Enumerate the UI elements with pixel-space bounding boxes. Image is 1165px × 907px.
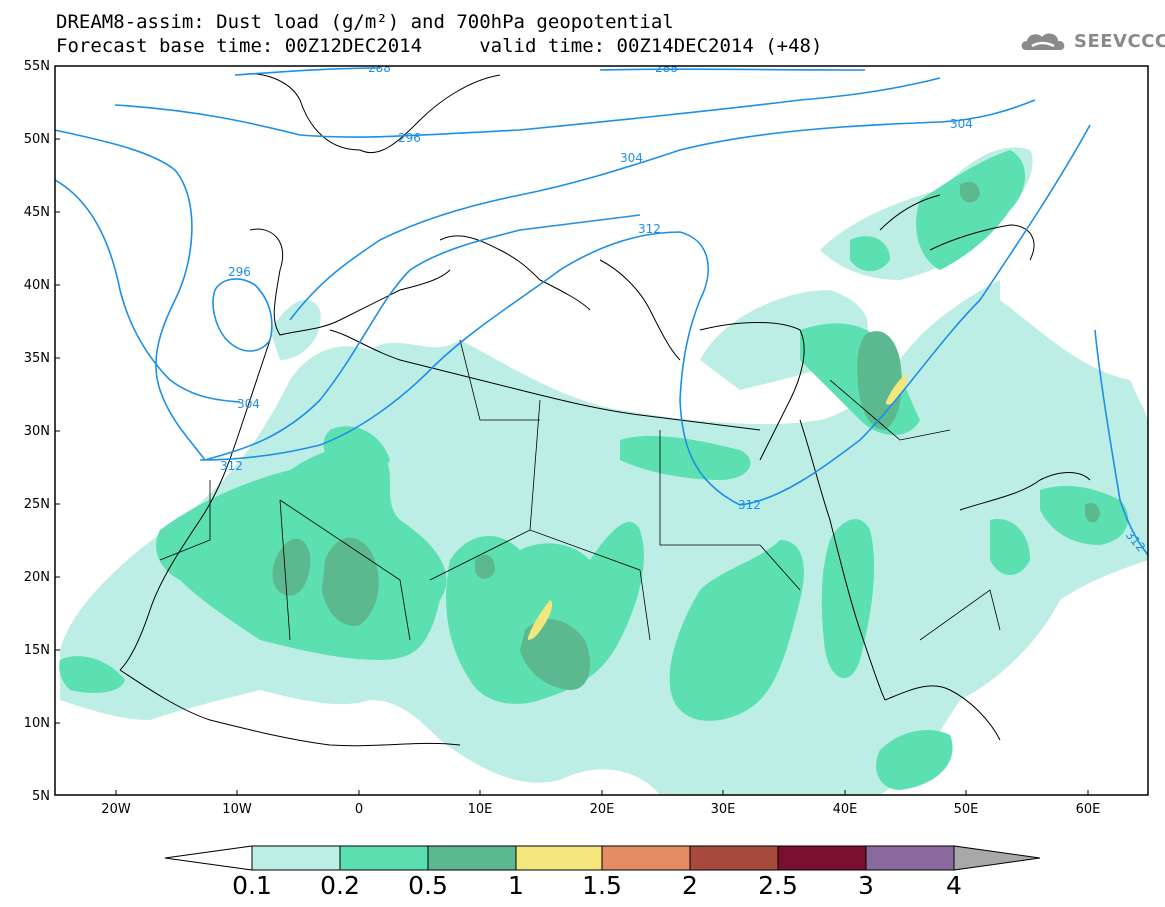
logo-text: SEEVCCC xyxy=(1074,30,1165,52)
coastlines xyxy=(119,73,1091,747)
lat-label: 5N xyxy=(32,789,50,804)
dust-field: 288 288 296 304 304 312 296 304 312 312 … xyxy=(55,61,1148,795)
colorbar-swatch xyxy=(427,845,517,871)
geopotential-contours xyxy=(55,67,1148,556)
seevccc-logo: SEEVCCC xyxy=(1018,28,1165,54)
chart-subtitle: Forecast base time: 00Z12DEC2014 valid t… xyxy=(56,35,823,57)
lat-label: 35N xyxy=(24,351,50,366)
lat-label: 55N xyxy=(24,59,50,74)
lon-label: 20E xyxy=(590,802,615,817)
dust-dark xyxy=(272,181,1100,690)
lat-label: 20N xyxy=(24,570,50,585)
country-borders xyxy=(159,339,1001,641)
contour-label: 304 xyxy=(950,117,973,131)
colorbar-label: 0.5 xyxy=(408,871,448,900)
lat-label: 40N xyxy=(24,278,50,293)
contour-label: 304 xyxy=(237,397,260,411)
lat-label: 15N xyxy=(24,643,50,658)
contour-label: 296 xyxy=(228,265,251,279)
contour-label: 312 xyxy=(638,222,661,236)
colorbar-label: 1 xyxy=(508,871,524,900)
lon-label: 50E xyxy=(954,802,979,817)
colorbar-arrow-low xyxy=(164,845,253,871)
lat-label: 45N xyxy=(24,205,50,220)
lon-label: 60E xyxy=(1076,802,1101,817)
contour-label: 288 xyxy=(655,61,678,75)
colorbar-label: 0.2 xyxy=(320,871,360,900)
colorbar-label: 2.5 xyxy=(758,871,798,900)
colorbar-swatch xyxy=(515,845,603,871)
colorbar-label: 3 xyxy=(858,871,874,900)
lat-label: 25N xyxy=(24,497,50,512)
lat-label: 30N xyxy=(24,424,50,439)
lat-axis: 55N 50N 45N 40N 35N 30N 25N 20N 15N 10N … xyxy=(24,59,50,804)
colorbar-swatch xyxy=(251,845,341,871)
colorbar-label: 0.1 xyxy=(232,871,272,900)
contour-label: 304 xyxy=(620,151,643,165)
contour-label: 312 xyxy=(220,459,243,473)
colorbar-swatch xyxy=(601,845,691,871)
lon-label: 40E xyxy=(833,802,858,817)
contour-label: 288 xyxy=(368,61,391,75)
lon-axis: 20W 10W 0 10E 20E 30E 40E 50E 60E xyxy=(101,802,1100,817)
colorbar-swatch xyxy=(339,845,429,871)
colorbar-swatch xyxy=(777,845,867,871)
colorbar-label: 2 xyxy=(682,871,698,900)
lon-label: 30E xyxy=(711,802,736,817)
contour-label: 312 xyxy=(738,498,761,512)
dust-high xyxy=(528,374,908,640)
lon-label: 10E xyxy=(468,802,493,817)
lat-label: 50N xyxy=(24,132,50,147)
lon-label: 10W xyxy=(222,802,252,817)
contour-label: 296 xyxy=(398,131,421,145)
colorbar xyxy=(164,845,1041,871)
lat-ticks xyxy=(55,138,1089,795)
colorbar-swatch xyxy=(689,845,779,871)
lat-label: 10N xyxy=(24,716,50,731)
colorbar-arrow-high xyxy=(953,845,1041,871)
colorbar-label: 4 xyxy=(946,871,962,900)
lon-label: 20W xyxy=(101,802,131,817)
lon-label: 0 xyxy=(355,802,363,817)
cloud-logo-icon xyxy=(1021,33,1065,50)
colorbar-label: 1.5 xyxy=(582,871,622,900)
chart-title: DREAM8-assim: Dust load (g/m²) and 700hP… xyxy=(56,11,674,33)
colorbar-swatch xyxy=(865,845,955,871)
